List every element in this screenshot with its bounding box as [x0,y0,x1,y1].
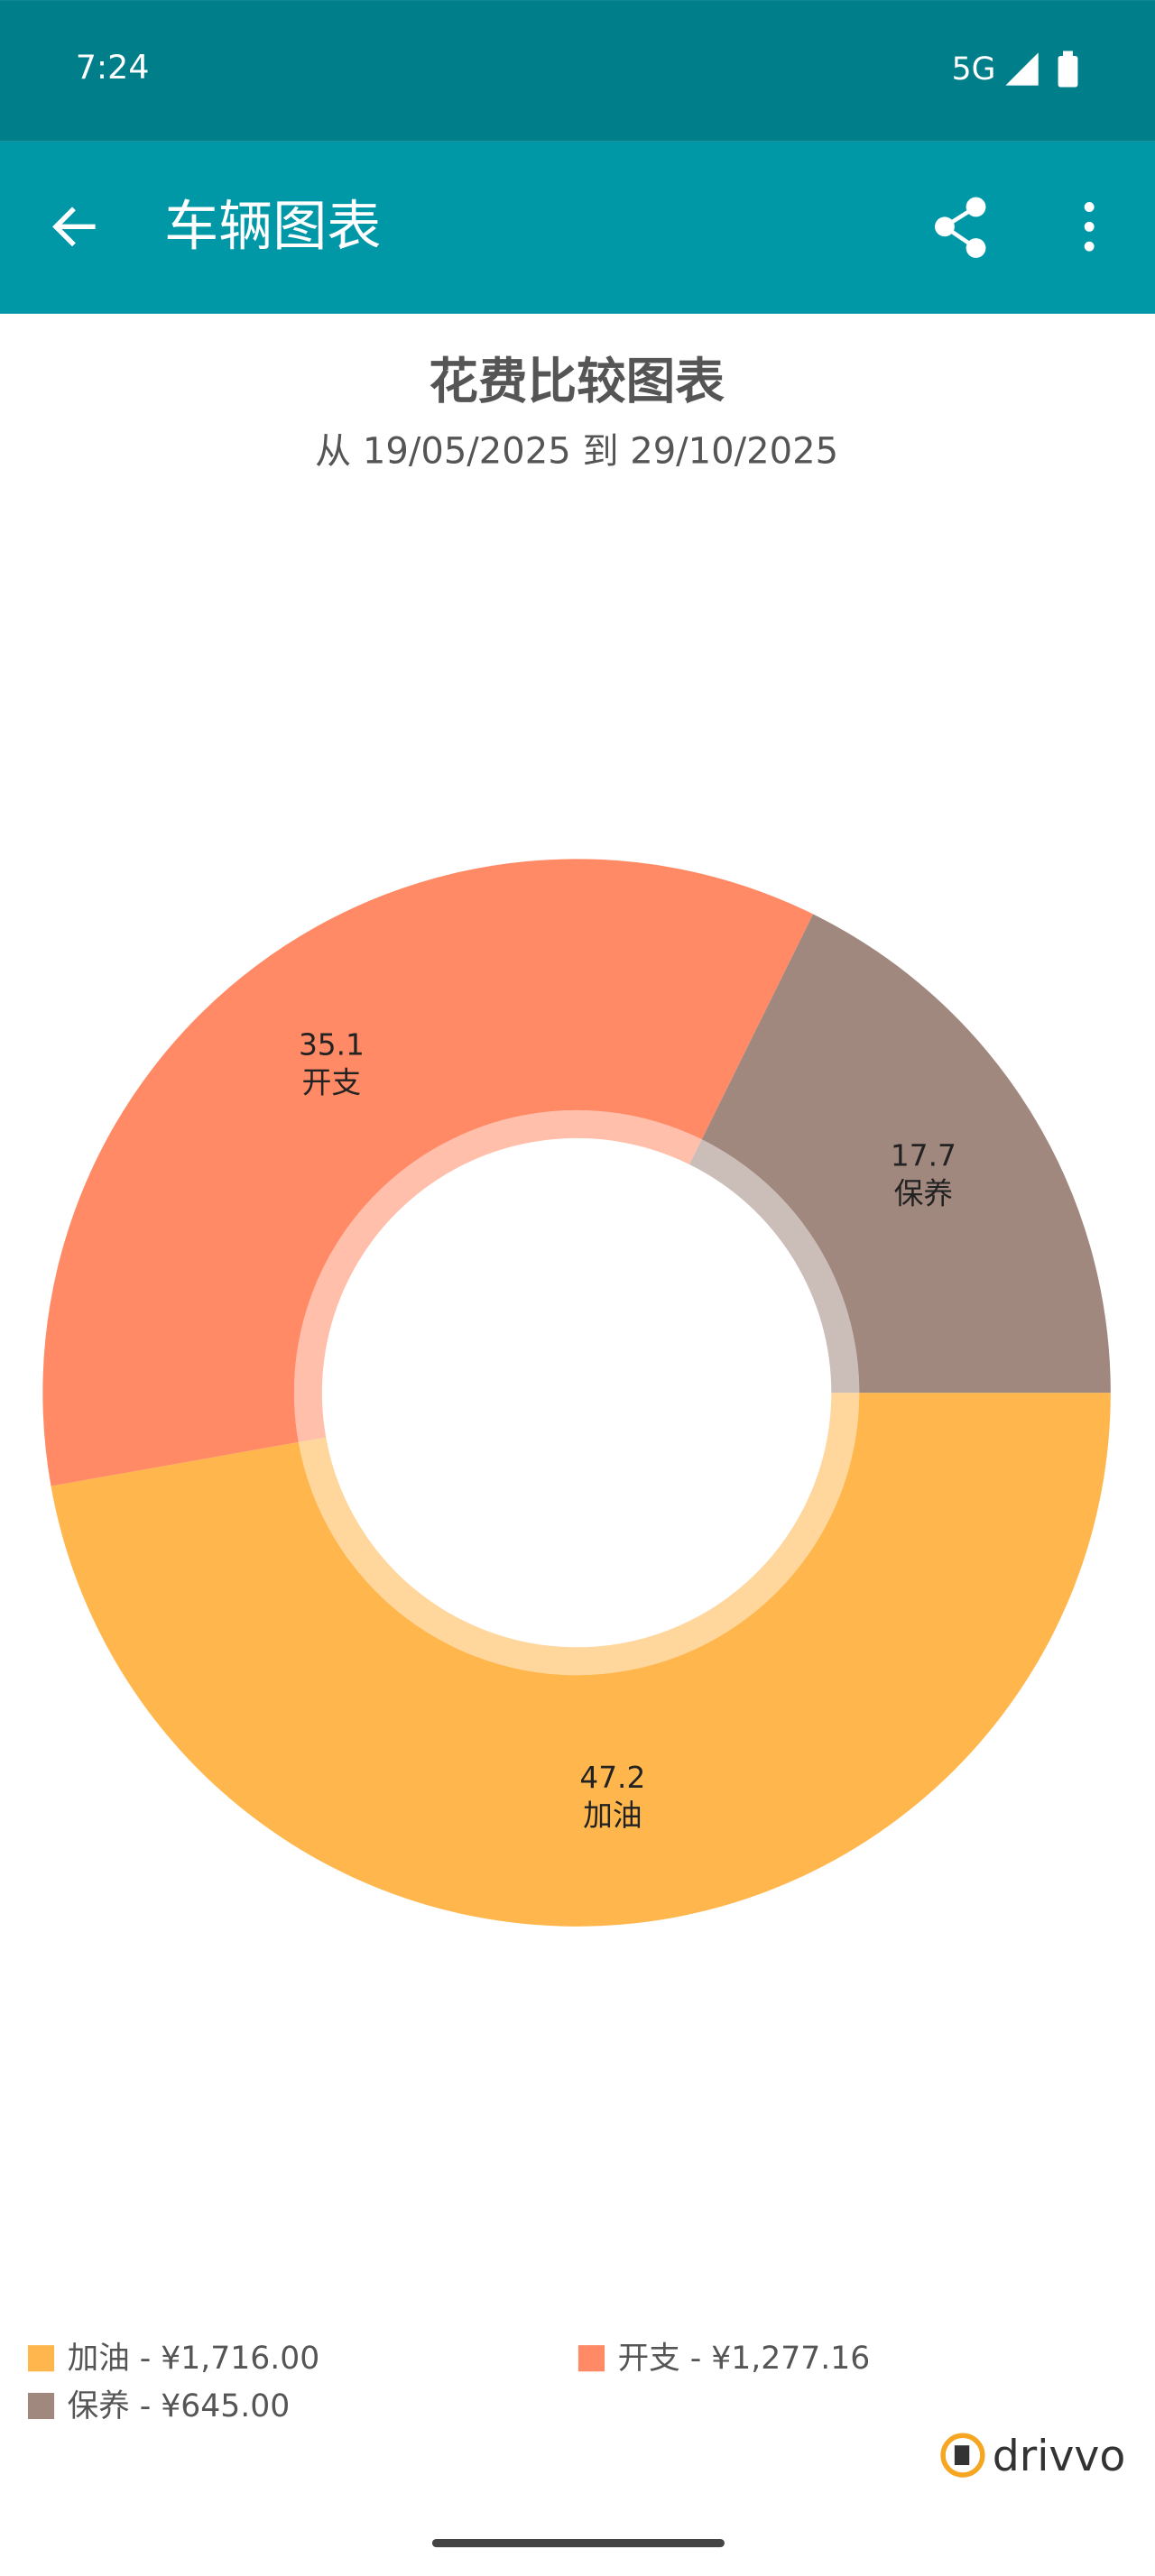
legend-entry: 保养 - ¥645.00 [68,2388,291,2424]
legend-swatch [27,2345,55,2372]
brand-logo: drivvo [940,2432,1126,2481]
slice-value-label: 17.7 [891,1138,956,1173]
status-bar [0,0,1155,142]
slice-value-label: 47.2 [579,1761,645,1795]
more-button[interactable] [1084,202,1095,252]
pie-slice [701,914,1111,1394]
donut-chart: 47.2 加油 35.1开支 17.7保养 [42,859,1111,1927]
legend-swatch [27,2392,55,2420]
slice-inner-ring [293,1109,702,1442]
home-indicator [431,2538,725,2548]
legend-entry: 加油 - ¥1,716.00 [68,2341,320,2377]
chart-subtitle: 从 19/05/2025 到 29/10/2025 [315,431,838,473]
slice-category-label: 开支 [302,1065,362,1099]
back-button[interactable] [52,207,96,247]
brand-name: drivvo [993,2432,1126,2481]
share-button[interactable] [935,197,986,258]
pie-slice [51,1393,1111,1927]
legend-swatch [578,2345,605,2372]
battery-tip [1063,51,1073,58]
legend-entry: 开支 - ¥1,277.16 [618,2341,871,2377]
slice-category-label: 加油 [583,1799,642,1833]
pie-slice [42,859,814,1486]
slice-inner-ring [689,1139,860,1394]
chart-title: 花费比较图表 [429,352,725,409]
legend: 加油 - ¥1,716.00 开支 - ¥1,277.16 保养 - ¥645.00 [27,2341,871,2424]
app-bar [0,141,1155,314]
app-title: 车辆图表 [164,196,381,259]
slice-category-label: 保养 [894,1176,954,1210]
network-label: 5G [952,51,996,87]
slice-value-label: 35.1 [299,1027,365,1062]
slice-inner-ring [298,1393,860,1676]
battery-icon [1058,55,1078,87]
status-time: 7:24 [76,48,150,87]
